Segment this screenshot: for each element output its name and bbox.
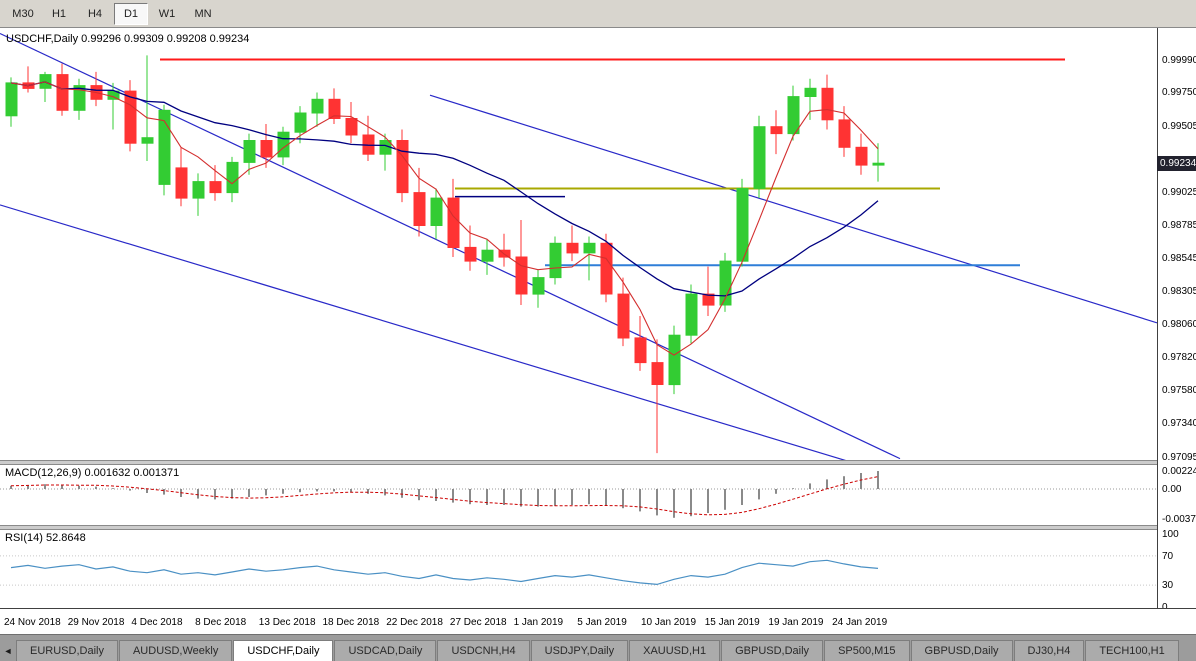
chart-tab-usdchf-daily[interactable]: USDCHF,Daily — [233, 640, 334, 661]
price-label: 0.97095 — [1162, 451, 1196, 463]
chart-tab-tech100-h1[interactable]: TECH100,H1 — [1085, 640, 1179, 661]
rsi-scale-label: 0 — [1162, 602, 1168, 613]
price-label: 0.98785 — [1162, 219, 1196, 231]
tab-scroll-left-icon[interactable]: ◄ — [3, 646, 13, 656]
price-label: 0.97820 — [1162, 352, 1196, 364]
time-axis[interactable]: 24 Nov 2018 29 Nov 2018 4 Dec 2018 8 Dec 20… — [0, 608, 1196, 634]
timeframe-button-d1[interactable]: D1 — [114, 2, 148, 25]
date-label: 19 Jan 2019 — [768, 617, 824, 628]
chart-tab-audusd-weekly[interactable]: AUDUSD,Weekly — [118, 640, 233, 661]
chart-tab-xauusd-h1[interactable]: XAUUSD,H1 — [629, 640, 721, 661]
price-label: 0.97580 — [1162, 385, 1196, 397]
rsi-scale-label: 100 — [1162, 529, 1179, 540]
macd-panel[interactable]: MACD(12,26,9) 0.001632 0.001371 — [0, 465, 1157, 525]
macd-chart — [0, 471, 1157, 518]
price-label: 0.98305 — [1162, 285, 1196, 297]
timeframe-button-h1[interactable]: H1 — [51, 7, 67, 20]
rsi-chart — [0, 555, 1157, 586]
rsi-scale-label: 30 — [1162, 580, 1174, 592]
chart-tab-usdcnh-h4[interactable]: USDCNH,H4 — [437, 640, 530, 661]
macd-label: MACD(12,26,9) 0.001632 0.001371 — [5, 467, 180, 479]
chart-tab-gbpusd-daily[interactable]: GBPUSD,Daily — [910, 640, 1013, 661]
date-label: 13 Dec 2018 — [258, 617, 316, 628]
timeframe-toolbar: M30 H1 H4 D1 W1 MN — [0, 0, 1196, 28]
candlestick-chart[interactable] — [0, 28, 1157, 460]
panel-separator-rsi[interactable] — [0, 525, 1196, 530]
date-label: 5 Jan 2019 — [577, 617, 627, 628]
rsi-label: RSI(14) 52.8648 — [5, 532, 86, 544]
date-label: 1 Jan 2019 — [513, 617, 564, 628]
panel-separator-macd[interactable] — [0, 460, 1196, 465]
date-label: 22 Dec 2018 — [386, 617, 443, 628]
date-label: 8 Dec 2018 — [195, 617, 247, 628]
chart-title: USDCHF,Daily 0.99296 0.99309 0.99208 0.9… — [6, 33, 250, 45]
current-price-badge: 0.99234 — [1157, 156, 1196, 172]
chart-tab-usdjpy-daily[interactable]: USDJPY,Daily — [530, 640, 629, 661]
timeframe-button-m30[interactable]: M30 — [12, 7, 34, 20]
chart-tab-dj30-h4[interactable]: DJ30,H4 — [1013, 640, 1085, 661]
macd-scale-label: 0.002247 — [1162, 466, 1196, 478]
timeframe-button-mn[interactable]: MN — [194, 7, 212, 20]
main-chart-panel[interactable]: USDCHF,Daily 0.99296 0.99309 0.99208 0.9… — [0, 28, 1157, 460]
price-label: 0.99505 — [1162, 121, 1196, 133]
price-label: 0.99750 — [1162, 87, 1196, 99]
chart-tab-bar: ◄ EURUSD,Daily AUDUSD,Weekly USDCHF,Daily US… — [0, 634, 1196, 661]
timeframe-button-h4[interactable]: H4 — [87, 7, 103, 20]
rsi-scale-label: 70 — [1162, 550, 1174, 562]
price-label: 0.99990 — [1162, 54, 1196, 66]
date-label: 10 Jan 2019 — [641, 617, 697, 628]
price-label: 0.98545 — [1162, 252, 1196, 264]
price-label: 0.99025 — [1162, 186, 1196, 198]
chart-tab-sp500-m15[interactable]: SP500,M15 — [824, 640, 910, 661]
macd-scale-label: 0.00 — [1162, 484, 1182, 495]
price-label: 0.98060 — [1162, 319, 1196, 331]
price-axis[interactable]: 0.99990 0.99750 0.99505 0.99025 0.98785 0.985… — [1157, 28, 1196, 613]
date-label: 15 Jan 2019 — [704, 617, 760, 628]
chart-tab-gbpusd-daily[interactable]: GBPUSD,Daily — [721, 640, 824, 661]
date-label: 24 Nov 2018 — [4, 617, 61, 628]
rsi-panel[interactable]: RSI(14) 52.8648 — [0, 530, 1157, 608]
macd-scale-label: -0.003776 — [1162, 514, 1196, 526]
chart-tab-eurusd-daily[interactable]: EURUSD,Daily — [16, 640, 118, 661]
chart-tab-usdcad-daily[interactable]: USDCAD,Daily — [334, 640, 437, 661]
date-label: 4 Dec 2018 — [131, 617, 183, 628]
date-label: 18 Dec 2018 — [322, 617, 380, 628]
date-label: 24 Jan 2019 — [832, 617, 888, 628]
price-label: 0.97340 — [1162, 417, 1196, 429]
timeframe-button-w1[interactable]: W1 — [158, 7, 176, 20]
date-label: 29 Nov 2018 — [67, 617, 125, 628]
date-label: 27 Dec 2018 — [449, 617, 507, 628]
